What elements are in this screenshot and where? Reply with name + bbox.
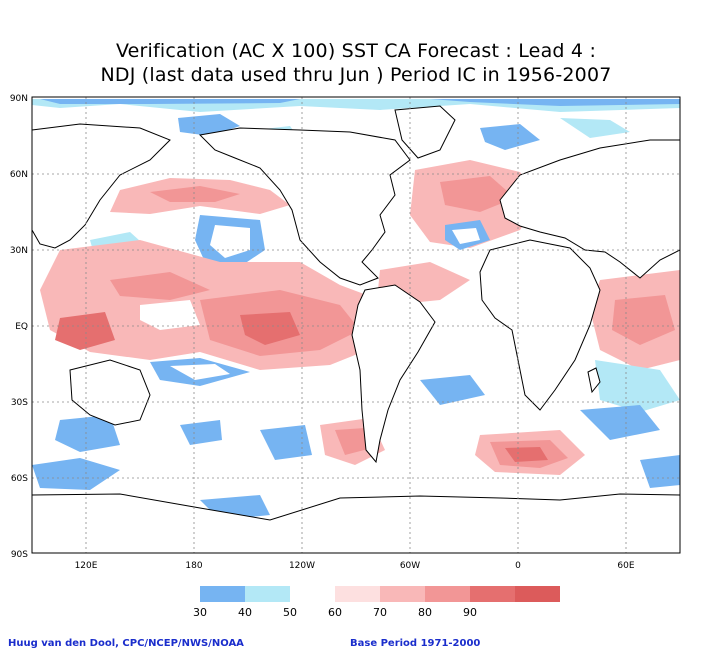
legend-level-label: 70 (373, 606, 387, 619)
legend-swatch (245, 586, 290, 602)
lat-axis: 90N 60N 30N EQ 30S 60S 90S (10, 94, 28, 560)
lon-label: 60W (400, 561, 420, 571)
lat-label: 30N (10, 246, 28, 256)
lon-label: 180 (185, 561, 202, 571)
lat-label: 90S (11, 550, 28, 560)
legend-level-label: 60 (328, 606, 342, 619)
lat-label: 60S (11, 474, 28, 484)
lon-label: 0 (515, 561, 521, 571)
lat-label: 90N (10, 94, 28, 104)
legend-swatch (515, 586, 560, 602)
graticule (32, 97, 680, 553)
legend-level-label: 30 (193, 606, 207, 619)
lat-label: 60N (10, 170, 28, 180)
legend-swatch (200, 586, 245, 602)
legend-swatch (290, 586, 335, 602)
author-credit: Huug van den Dool, CPC/NCEP/NWS/NOAA (8, 638, 244, 649)
legend-level-label: 90 (463, 606, 477, 619)
legend-swatch (470, 586, 515, 602)
map-title-line-2: NDJ (last data used thru Jun ) Period IC… (100, 64, 612, 86)
base-period-note: Base Period 1971-2000 (350, 638, 481, 649)
map-frame (31, 96, 681, 554)
legend-level-label: 80 (418, 606, 432, 619)
legend-swatch (335, 586, 380, 602)
legend-swatch (425, 586, 470, 602)
legend-level-label: 50 (283, 606, 297, 619)
legend-swatch (380, 586, 425, 602)
lon-label: 60E (617, 561, 634, 571)
lon-label: 120W (289, 561, 315, 571)
color-legend: 30 40 50 60 70 80 90 (193, 586, 560, 619)
lat-label: 30S (11, 398, 28, 408)
legend-level-label: 40 (238, 606, 252, 619)
lon-label: 120E (75, 561, 98, 571)
lat-label: EQ (15, 322, 28, 332)
lon-axis: 120E 180 120W 60W 0 60E (75, 561, 635, 571)
map-title-line-1: Verification (AC X 100) SST CA Forecast … (115, 40, 597, 62)
